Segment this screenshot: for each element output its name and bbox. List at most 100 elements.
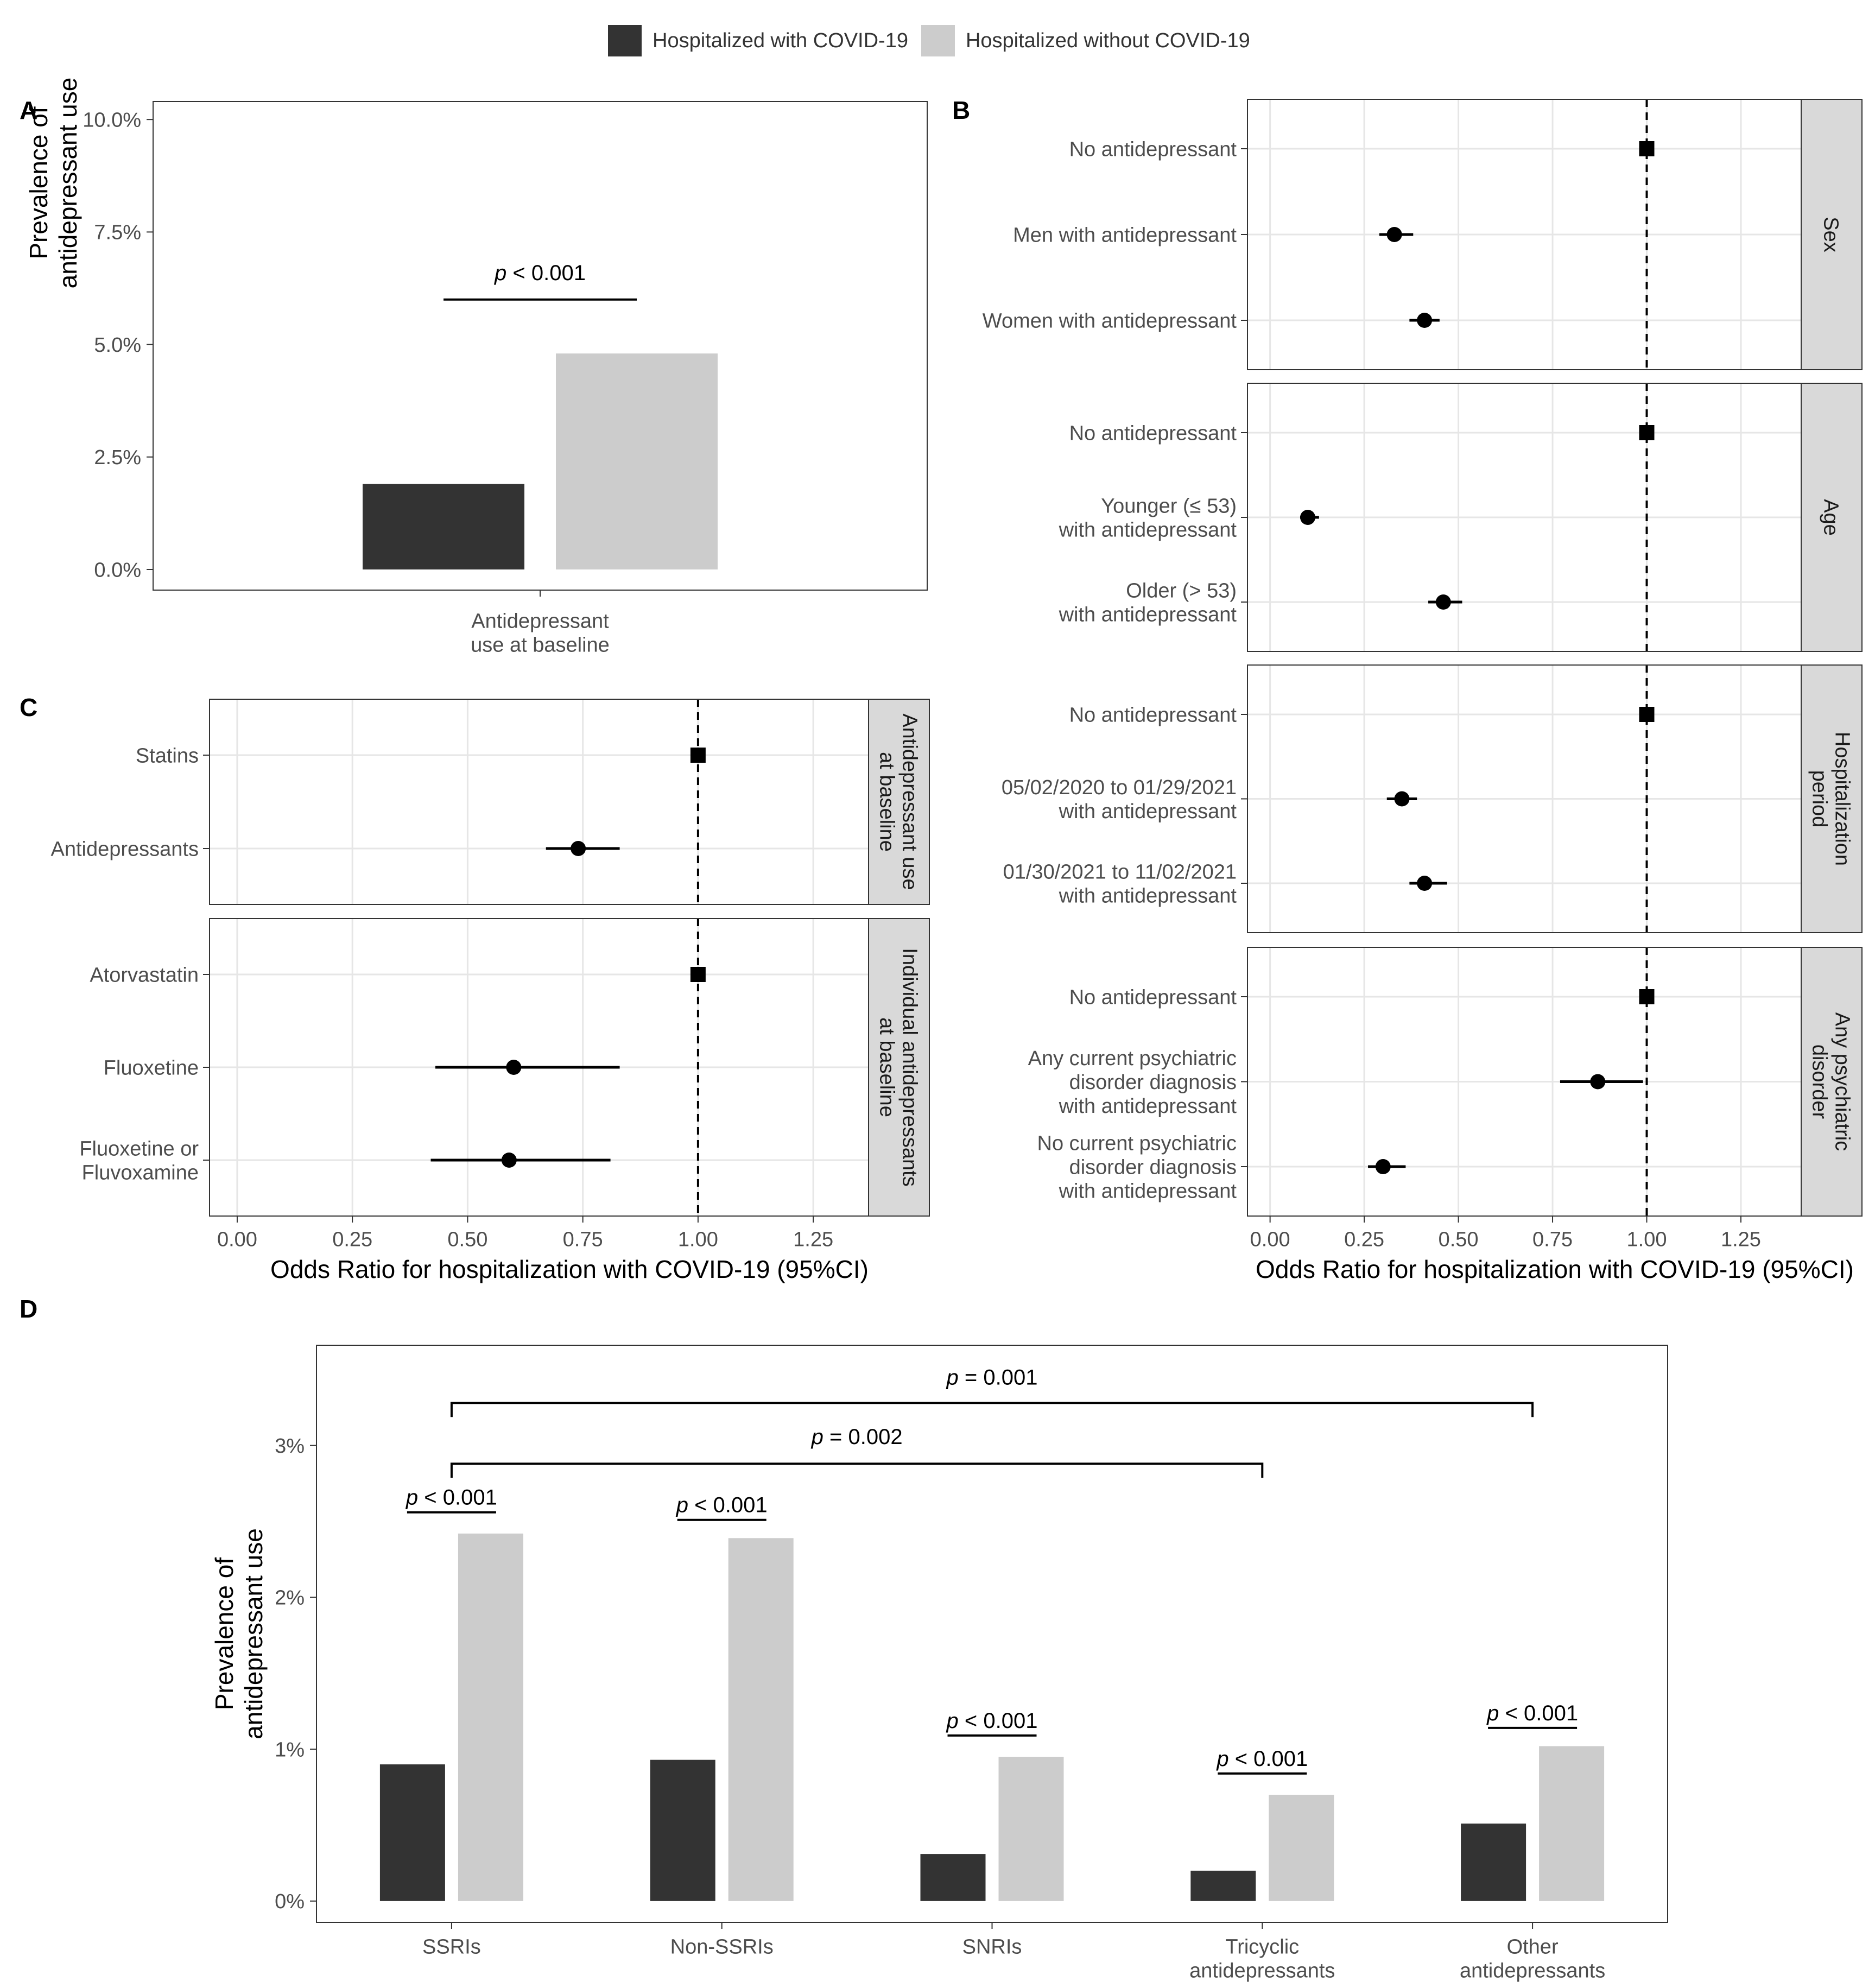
panel-d-bracket-p-value: p = 0.001 xyxy=(946,1366,1038,1390)
panel-c-facet-frame xyxy=(209,699,869,905)
panel-b-row-label: Any current psychiatric disorder diagnosi… xyxy=(1028,1047,1237,1118)
panel-d-xtick-label: SNRIs xyxy=(962,1935,1022,1958)
panel-c-row-label: Fluoxetine or Fluvoxamine xyxy=(79,1137,199,1184)
panel-letter-b: B xyxy=(952,96,971,124)
panel-a-frame xyxy=(153,101,928,591)
panel-b-facet-strip-label: Any psychiatricdisorder xyxy=(1808,1012,1854,1151)
panel-d-pair-p-value: p < 0.001 xyxy=(946,1709,1038,1733)
panel-a-ytick-label: 0.0% xyxy=(94,559,141,581)
panel-b-point-estimate xyxy=(1417,876,1433,891)
panel-letter-d: D xyxy=(20,1295,38,1323)
panel-c-xtick-label: 0.00 xyxy=(217,1228,257,1251)
panel-b-row-label: Men with antidepressant xyxy=(1013,224,1237,246)
panel-c-row-label: Antidepressants xyxy=(51,838,199,860)
panel-c-point-estimate xyxy=(501,1153,517,1168)
panel-d-xtick-label: Tricyclic antidepressants xyxy=(1189,1935,1335,1982)
panel-b-xlabel: Odds Ratio for hospitalization with COVI… xyxy=(1256,1255,1854,1283)
panel-a-ytick-label: 5.0% xyxy=(94,334,141,357)
panel-a-p-value: p < 0.001 xyxy=(494,261,586,285)
legend-label-with-covid: Hospitalized with COVID-19 xyxy=(653,29,908,52)
panel-b-point-reference xyxy=(1639,707,1655,722)
panel-b-point-estimate xyxy=(1417,313,1433,328)
panel-d-bar-without-covid xyxy=(1539,1746,1605,1901)
panel-d-bracket-p-value: p = 0.002 xyxy=(811,1425,903,1449)
panel-c-xtick-label: 0.75 xyxy=(563,1228,603,1251)
panel-letter-c: C xyxy=(20,693,38,721)
panel-d-bar-without-covid xyxy=(998,1757,1064,1901)
panel-d-ytick-label: 0% xyxy=(275,1890,305,1913)
panel-b-point-estimate xyxy=(1435,594,1451,610)
panel-b-facet-strip xyxy=(1801,383,1863,652)
panel-b-point-reference xyxy=(1639,425,1655,440)
panel-b-row-label: No antidepressant xyxy=(1069,422,1237,445)
panel-a-ytick-label: 7.5% xyxy=(94,221,141,244)
panel-d-bar-without-covid xyxy=(1269,1795,1334,1901)
panel-c-facet-strip-label: Antidepressant useat baseline xyxy=(876,713,921,890)
panel-c-xtick-label: 1.25 xyxy=(793,1228,833,1251)
panel-d-ylabel: Prevalence ofantidepressant use xyxy=(210,1528,268,1739)
panel-d-bar-with-covid xyxy=(379,1764,445,1901)
panel-b-row-label: 01/30/2021 to 11/02/2021 with antidepress… xyxy=(1003,860,1237,907)
panel-c-point-reference xyxy=(690,967,706,982)
panel-d-bar-with-covid xyxy=(1461,1824,1526,1901)
panel-b-row-label: 05/02/2020 to 01/29/2021 with antidepress… xyxy=(1002,776,1237,823)
panel-c-row-label: Statins xyxy=(136,744,199,767)
panel-d-pair-p-value: p < 0.001 xyxy=(406,1486,497,1510)
panel-b-xtick-label: 0.50 xyxy=(1439,1228,1479,1251)
panel-d-bar-without-covid xyxy=(728,1538,794,1901)
panel-d-bracket xyxy=(450,1402,1534,1417)
panel-c-row-label: Atorvastatin xyxy=(90,964,199,986)
panel-b-xtick-label: 1.00 xyxy=(1627,1228,1667,1251)
panel-b-facet-strip-label: Hospitalizationperiod xyxy=(1808,732,1854,866)
panel-b-facet-strip xyxy=(1801,99,1863,370)
panel-d-xtick-label: SSRIs xyxy=(422,1935,481,1958)
legend-item-without-covid: Hospitalized without COVID-19 xyxy=(921,25,1250,56)
panel-b-row-label: Women with antidepressant xyxy=(983,309,1237,332)
panel-a-ylabel: Prevalence ofantidepressant use xyxy=(24,78,82,289)
panel-b-row-label: No current psychiatric disorder diagnosis… xyxy=(1037,1132,1237,1202)
panel-c-facet-strip xyxy=(868,918,930,1217)
panel-b-point-estimate xyxy=(1590,1074,1606,1090)
panel-d-bar-with-covid xyxy=(920,1854,986,1901)
panel-d-bar-without-covid xyxy=(458,1533,523,1901)
panel-b-point-reference xyxy=(1639,989,1655,1004)
panel-b-xtick-label: 1.25 xyxy=(1721,1228,1761,1251)
panel-d-xtick-label: Non-SSRIs xyxy=(670,1935,774,1958)
legend: Hospitalized with COVID-19 Hospitalized … xyxy=(608,22,1325,60)
legend-item-with-covid: Hospitalized with COVID-19 xyxy=(608,25,908,56)
panel-b-facet-strip xyxy=(1801,664,1863,933)
panel-b-row-label: No antidepressant xyxy=(1069,138,1237,161)
panel-b-xtick-label: 0.25 xyxy=(1344,1228,1384,1251)
panel-d-pair-p-value: p < 0.001 xyxy=(1216,1747,1308,1771)
panel-b-row-label: No antidepressant xyxy=(1069,704,1237,726)
panel-b-row-label: Older (> 53) with antidepressant xyxy=(1059,579,1237,626)
panel-b-facet-strip-label: Sex xyxy=(1820,217,1842,252)
panel-d-ytick-label: 1% xyxy=(275,1738,305,1761)
panel-b-xtick-label: 0.00 xyxy=(1250,1228,1290,1251)
panel-a-ytick-label: 10.0% xyxy=(83,109,141,131)
legend-label-without-covid: Hospitalized without COVID-19 xyxy=(965,29,1250,52)
panel-c-row-label: Fluoxetine xyxy=(104,1056,199,1079)
panel-d-ytick-label: 3% xyxy=(275,1435,305,1458)
panel-b-point-estimate xyxy=(1386,227,1402,242)
panel-a-bar-without-covid xyxy=(556,353,718,569)
legend-swatch-without-covid xyxy=(921,25,955,56)
panel-c-point-estimate xyxy=(506,1060,522,1075)
panel-c-xtick-label: 0.50 xyxy=(447,1228,487,1251)
panel-d-bar-with-covid xyxy=(1190,1870,1256,1901)
legend-swatch-with-covid xyxy=(608,25,642,56)
panel-d-bracket xyxy=(450,1462,1264,1478)
panel-b-facet-strip-label: Age xyxy=(1820,499,1842,536)
panel-d-pair-p-value: p < 0.001 xyxy=(676,1493,768,1517)
panel-d-xtick-label: Other antidepressants xyxy=(1460,1935,1605,1982)
panel-d-ytick-label: 2% xyxy=(275,1587,305,1610)
panel-b-xtick-label: 0.75 xyxy=(1532,1228,1573,1251)
panel-b-row-label: Younger (≤ 53) with antidepressant xyxy=(1059,495,1237,541)
panel-c-point-estimate xyxy=(571,841,586,856)
panel-a-ytick-label: 2.5% xyxy=(94,446,141,469)
panel-c-facet-strip-label: Individual antidepressantsat baseline xyxy=(876,948,921,1186)
panel-c-xtick-label: 1.00 xyxy=(678,1228,718,1251)
panel-letter-a: A xyxy=(20,96,38,124)
panel-b-point-estimate xyxy=(1394,791,1410,807)
panel-b-point-reference xyxy=(1639,141,1655,156)
